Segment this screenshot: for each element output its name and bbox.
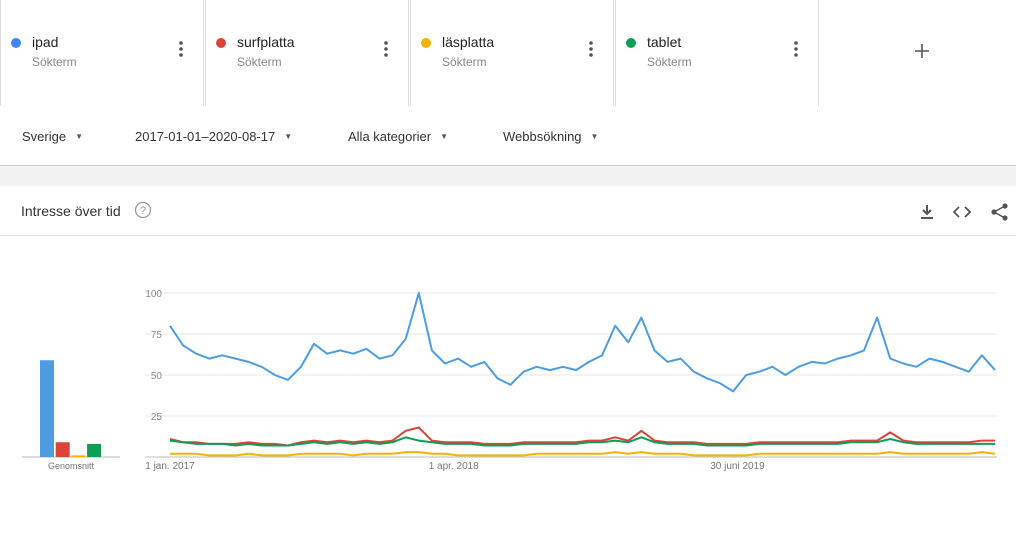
- y-tick-label: 100: [145, 289, 162, 300]
- term-color-dot: [11, 38, 21, 48]
- term-name: surfplatta: [237, 34, 295, 50]
- term-name: ipad: [32, 34, 59, 50]
- term-card[interactable]: surfplatta Sökterm: [205, 0, 409, 106]
- term-type: Sökterm: [32, 55, 77, 69]
- average-bar: [55, 442, 70, 457]
- term-type: Sökterm: [237, 55, 282, 69]
- term-menu[interactable]: [179, 41, 183, 62]
- term-cards: ipad Sökterm surfplatta Sökterm läsplatta Sök…: [0, 0, 1016, 106]
- average-bar: [40, 360, 54, 457]
- term-menu[interactable]: [384, 41, 388, 62]
- filter-dropdown[interactable]: 2017-01-01–2020-08-17 ▼: [135, 129, 293, 144]
- filter-dropdown[interactable]: Webbsökning ▼: [503, 129, 599, 144]
- term-color-dot: [216, 38, 226, 48]
- y-tick-label: 50: [151, 371, 163, 382]
- svg-text:?: ?: [140, 205, 146, 217]
- average-label: Genomsnitt: [48, 461, 95, 471]
- divider-band: [0, 166, 1016, 186]
- average-bar: [71, 455, 86, 457]
- term-menu[interactable]: [794, 41, 798, 62]
- term-card[interactable]: ipad Sökterm: [0, 0, 204, 106]
- term-card[interactable]: läsplatta Sökterm: [410, 0, 614, 106]
- filter-dropdown[interactable]: Alla kategorier ▼: [348, 129, 449, 144]
- embed-icon[interactable]: [952, 206, 972, 218]
- add-term[interactable]: [820, 0, 1016, 106]
- term-name: läsplatta: [442, 34, 495, 50]
- series-line: [170, 451, 996, 457]
- y-tick-label: 75: [151, 330, 163, 341]
- series-line: [169, 436, 995, 447]
- series-line: [169, 426, 995, 447]
- term-color-dot: [421, 38, 431, 48]
- section-title: Intresse över tid: [21, 203, 121, 219]
- toolbar: [921, 203, 1008, 221]
- term-color-dot: [626, 38, 636, 48]
- share-icon[interactable]: [991, 203, 1008, 221]
- x-tick-label: 1 jan. 2017: [145, 461, 195, 472]
- x-tick-label: 30 juni 2019: [710, 461, 765, 472]
- term-type: Sökterm: [647, 55, 692, 69]
- term-card[interactable]: tablet Sökterm: [615, 0, 819, 106]
- term-menu[interactable]: [589, 41, 593, 62]
- y-tick-label: 25: [151, 412, 163, 423]
- term-name: tablet: [647, 34, 682, 50]
- help-icon[interactable]: ?: [134, 201, 152, 219]
- average-bar: [87, 443, 102, 457]
- filter-dropdown[interactable]: Sverige ▼: [22, 129, 83, 144]
- series-line: [169, 292, 996, 393]
- term-type: Sökterm: [442, 55, 487, 69]
- section-divider: [0, 235, 1016, 236]
- x-tick-label: 1 apr. 2018: [429, 461, 479, 472]
- download-icon[interactable]: [921, 205, 933, 219]
